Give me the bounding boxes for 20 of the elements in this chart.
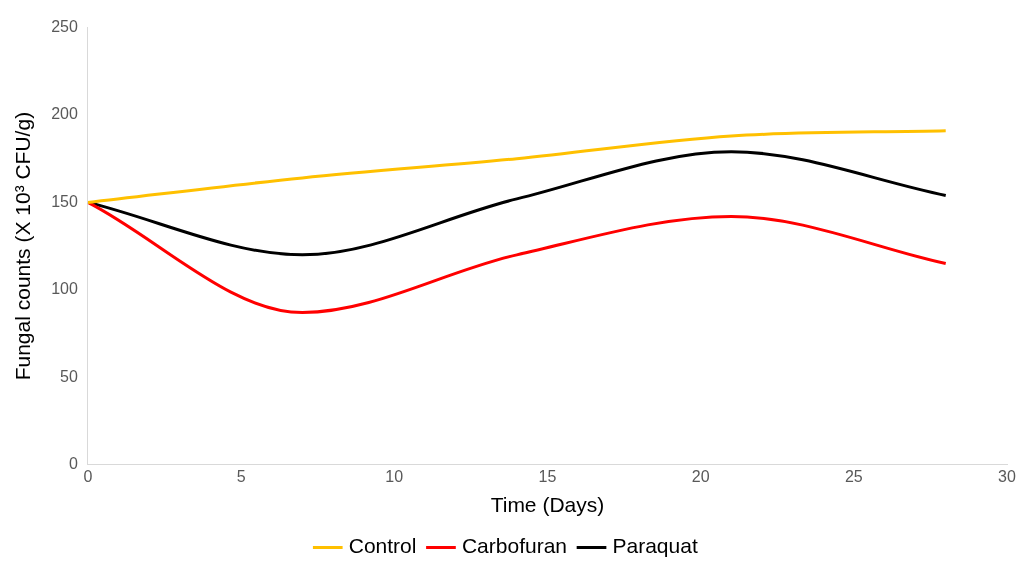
line-series — [87, 129, 948, 204]
y-axis-title: Fungal counts (X 10³ CFU/g) — [11, 111, 35, 381]
x-tick-label: 0 — [83, 467, 93, 485]
x-tick-label: 15 — [538, 467, 557, 485]
legend-label: Paraquat — [612, 534, 698, 558]
y-tick-label: 0 — [68, 455, 78, 473]
y-tick-label: 200 — [51, 105, 78, 123]
y-tick-label: 50 — [60, 367, 78, 385]
y-tick-label: 250 — [51, 18, 78, 36]
x-axis-title: Time (Days) — [490, 493, 605, 517]
line-series — [87, 200, 948, 315]
legend-label: Control — [348, 534, 417, 558]
x-tick-label: 30 — [998, 467, 1016, 485]
legend-label: Carbofuran — [461, 534, 568, 558]
x-tick-label: 5 — [236, 467, 246, 485]
x-tick-label: 20 — [691, 467, 710, 485]
x-tick-label: 10 — [385, 467, 404, 485]
y-tick-label: 150 — [51, 192, 78, 210]
x-tick-label: 25 — [844, 467, 863, 485]
y-tick-label: 100 — [51, 280, 78, 298]
